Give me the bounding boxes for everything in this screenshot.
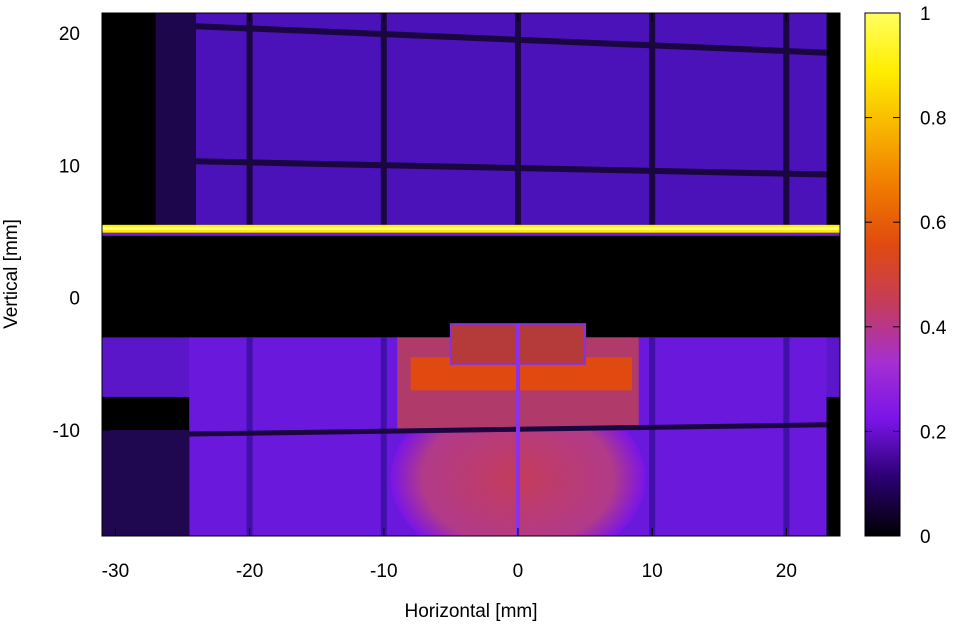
grid-line-horizontal bbox=[195, 158, 827, 178]
x-axis-label: Horizontal [mm] bbox=[404, 601, 537, 622]
x-tick-label: 0 bbox=[513, 561, 524, 582]
colorbar-tick-label: 0.8 bbox=[920, 109, 946, 130]
grid-line-vertical bbox=[649, 337, 656, 536]
colorbar-tick-label: 0.2 bbox=[920, 422, 946, 443]
x-tick-label: 20 bbox=[776, 561, 797, 582]
grid-line-horizontal bbox=[189, 422, 827, 437]
grid-line-vertical bbox=[649, 13, 656, 225]
bright-line-core bbox=[102, 226, 840, 230]
dark-corner bbox=[102, 396, 176, 431]
bright-line-edge bbox=[102, 232, 840, 236]
upper-region bbox=[195, 13, 827, 225]
colorbar-axis: 0 0.2 0.4 0.6 0.8 1 bbox=[865, 4, 947, 548]
grid-line-vertical bbox=[246, 13, 253, 225]
colorbar bbox=[864, 12, 901, 537]
x-tick-label: -20 bbox=[236, 561, 263, 582]
colorbar-tick-label: 0 bbox=[920, 527, 931, 548]
plot-frame bbox=[101, 12, 841, 537]
colorbar-tick-label: 0.4 bbox=[920, 318, 947, 339]
x-tick-label: -10 bbox=[370, 561, 397, 582]
y-tick-label: 20 bbox=[59, 24, 80, 45]
y-tick-label: 10 bbox=[59, 156, 80, 177]
lower-left-region bbox=[102, 430, 190, 536]
center-line bbox=[515, 324, 520, 536]
upper-region-edge bbox=[155, 13, 196, 225]
y-axis: -10 0 10 20 bbox=[53, 24, 840, 442]
grid-line-vertical bbox=[783, 337, 790, 536]
grid-line-vertical bbox=[514, 13, 521, 225]
grid-line-vertical bbox=[246, 337, 253, 536]
grid-line-horizontal bbox=[195, 23, 827, 56]
y-tick-label: 0 bbox=[69, 289, 80, 310]
grid-line-vertical bbox=[380, 13, 387, 225]
grid-line-vertical bbox=[783, 13, 790, 225]
x-tick-label: -30 bbox=[102, 561, 129, 582]
heatmap-image bbox=[102, 13, 840, 536]
x-tick-label: 10 bbox=[642, 561, 663, 582]
y-tick-label: -10 bbox=[53, 421, 80, 442]
colorbar-tick-label: 1 bbox=[920, 4, 931, 25]
grid-line-vertical bbox=[380, 337, 387, 536]
y-axis-label: Vertical [mm] bbox=[1, 219, 22, 329]
x-axis: -30 -20 -10 0 10 20 bbox=[102, 13, 797, 582]
colorbar-tick-label: 0.6 bbox=[920, 213, 946, 234]
